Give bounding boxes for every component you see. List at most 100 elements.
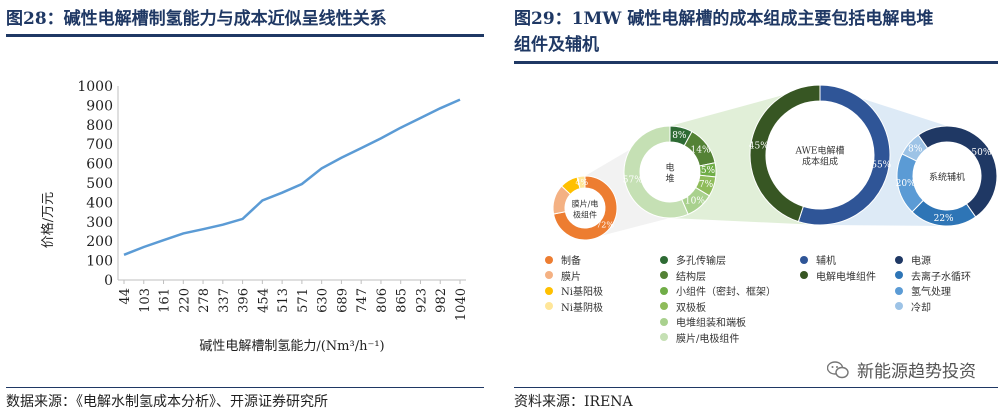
legend-label: 结构层 — [676, 271, 706, 283]
x-tick-label: 630 — [316, 288, 331, 313]
figure28-source: 数据来源：《电解水制氢成本分析》、开源证券研究所 — [6, 394, 328, 410]
x-tick-label: 923 — [414, 288, 429, 313]
legend-item: 膜片/电极组件 — [660, 330, 739, 345]
legend-swatch — [660, 271, 668, 279]
legend-swatch — [800, 255, 808, 264]
legend-label: 辅机 — [816, 256, 836, 267]
x-axis-ticks: 44 103 161 220 278 337 396 454 513 571 630 689 747 80… — [118, 280, 469, 321]
title-underline — [514, 61, 998, 64]
donut-slice — [576, 175, 586, 190]
legend-swatch — [660, 333, 668, 341]
legend-label: 冷却 — [911, 302, 931, 314]
y-tick-label: 900 — [86, 98, 113, 114]
legend-label: 电堆组装和端板 — [676, 318, 746, 329]
slice-label: 8% — [672, 131, 687, 141]
x-tick-label: 747 — [355, 288, 370, 313]
donut-slice — [623, 125, 689, 219]
legend-item: 电堆组装和端板 — [660, 314, 746, 329]
slice-label: 7% — [699, 180, 714, 190]
slice-label: 50% — [971, 148, 991, 158]
figure28-title: 图28：碱性电解槽制氢能力与成本近似呈线性关系 — [6, 9, 387, 29]
figure29-title-line1: 图29：1MW 碱性电解槽的成本组成主要包括电解电堆 — [514, 9, 934, 29]
donut-hole — [565, 188, 605, 228]
source-rule — [514, 387, 998, 388]
watermark: 新能源趋势投资 — [826, 357, 976, 382]
slice-label: 8% — [908, 145, 923, 155]
right-figure-panel: 图29：1MW 碱性电解槽的成本组成主要包括电解电堆 组件及辅机 72% 4% 膜片… — [510, 0, 1000, 413]
slice-label: 4% — [575, 178, 588, 187]
x-tick-label: 571 — [296, 288, 311, 313]
legend-swatch — [895, 302, 903, 310]
legend-label: 电解电堆组件 — [816, 271, 876, 283]
legend-swatch — [660, 317, 668, 326]
x-tick-label: 806 — [375, 288, 390, 313]
donut-rings — [552, 84, 998, 241]
y-tick-label: 0 — [104, 273, 113, 289]
y-tick-label: 400 — [86, 195, 113, 211]
legend-label: 小组件（密封、框架） — [676, 287, 776, 298]
legend-label: 膜片 — [561, 271, 581, 283]
line-chart-axes — [117, 86, 466, 281]
donut-center-label: 极组件 — [573, 210, 597, 220]
slice-label: 20% — [896, 179, 916, 189]
legend-swatch — [895, 286, 903, 295]
y-tick-label: 100 — [86, 254, 113, 270]
slice-label: 55% — [871, 161, 891, 171]
donut-legend: 制备 膜片 Ni基阳极 Ni基阴极 多孔传输层 结构层 小组件（密封、框架） 双极板 电堆组装和… — [545, 252, 1000, 347]
wechat-icon — [826, 360, 849, 379]
donut-center-label: 电 — [665, 162, 674, 174]
legend-label: 制备 — [561, 256, 581, 267]
source-rule — [6, 387, 484, 388]
legend-item: 膜片 — [545, 268, 581, 283]
y-tick-label: 500 — [86, 176, 113, 192]
y-axis-ticks: 0 100 200 300 400 500 600 700 800 900 1000 — [77, 79, 113, 289]
x-tick-label: 513 — [276, 288, 291, 313]
legend-label: Ni基阴极 — [561, 302, 603, 314]
legend-label: Ni基阳极 — [561, 287, 603, 298]
y-axis-label: 价格/万元 — [40, 192, 56, 248]
donut-slice — [917, 125, 998, 218]
y-tick-label: 700 — [86, 137, 113, 153]
legend-item: Ni基阳极 — [545, 283, 603, 298]
x-tick-label: 220 — [177, 288, 192, 313]
legend-item: 电源 — [895, 252, 931, 267]
legend-item: 结构层 — [660, 268, 706, 283]
donut-labels: 72% 4% 膜片/电极组件 8% 14% 5% 7% 10% 57% 电堆 55% 45% AWE电解… — [572, 131, 992, 229]
legend-label: 电源 — [911, 256, 931, 267]
legend-item: 冷却 — [895, 299, 931, 314]
legend-item: 小组件（密封、框架） — [660, 283, 776, 298]
slice-label: 22% — [934, 214, 954, 224]
donut-center-label: 成本组成 — [802, 156, 838, 168]
donut-slice — [552, 175, 618, 241]
donut-hole — [640, 142, 700, 202]
slice-label: 5% — [701, 166, 716, 176]
legend-swatch — [545, 302, 553, 310]
watermark-text: 新能源趋势投资 — [857, 362, 976, 382]
y-tick-label: 1000 — [77, 79, 113, 95]
legend-label: 多孔传输层 — [676, 256, 726, 267]
x-tick-label: 865 — [395, 288, 410, 313]
donut-chart: 72% 4% 膜片/电极组件 8% 14% 5% 7% 10% 57% 电堆 55% 45% AWE电解… — [552, 84, 998, 241]
left-figure-panel: 图28：碱性电解槽制氢能力与成本近似呈线性关系 0 100 200 300 400 500… — [0, 0, 486, 413]
legend-item: 去离子水循环 — [895, 268, 971, 283]
legend-swatch — [895, 271, 903, 279]
legend-item: 制备 — [545, 252, 581, 267]
legend-item: 电解电堆组件 — [800, 268, 876, 283]
y-tick-label: 800 — [86, 118, 113, 134]
x-tick-label: 689 — [335, 288, 350, 313]
x-tick-label: 161 — [158, 288, 173, 313]
slice-label: 10% — [685, 197, 705, 207]
y-tick-label: 200 — [86, 234, 113, 250]
legend-swatch — [545, 271, 553, 279]
y-tick-label: 300 — [86, 215, 113, 231]
legend-label: 去离子水循环 — [911, 271, 971, 283]
legend-swatch — [660, 286, 668, 295]
x-tick-label: 103 — [138, 288, 153, 313]
x-tick-label: 337 — [217, 288, 232, 313]
donut-center-label: 膜片/电 — [572, 199, 599, 209]
slice-label: 14% — [691, 145, 711, 155]
legend-swatch — [895, 255, 903, 264]
slice-label: 72% — [596, 221, 614, 230]
x-tick-label: 982 — [434, 288, 449, 313]
line-chart: 0 100 200 300 400 500 600 700 800 900 1000 44 103 16… — [40, 79, 469, 354]
